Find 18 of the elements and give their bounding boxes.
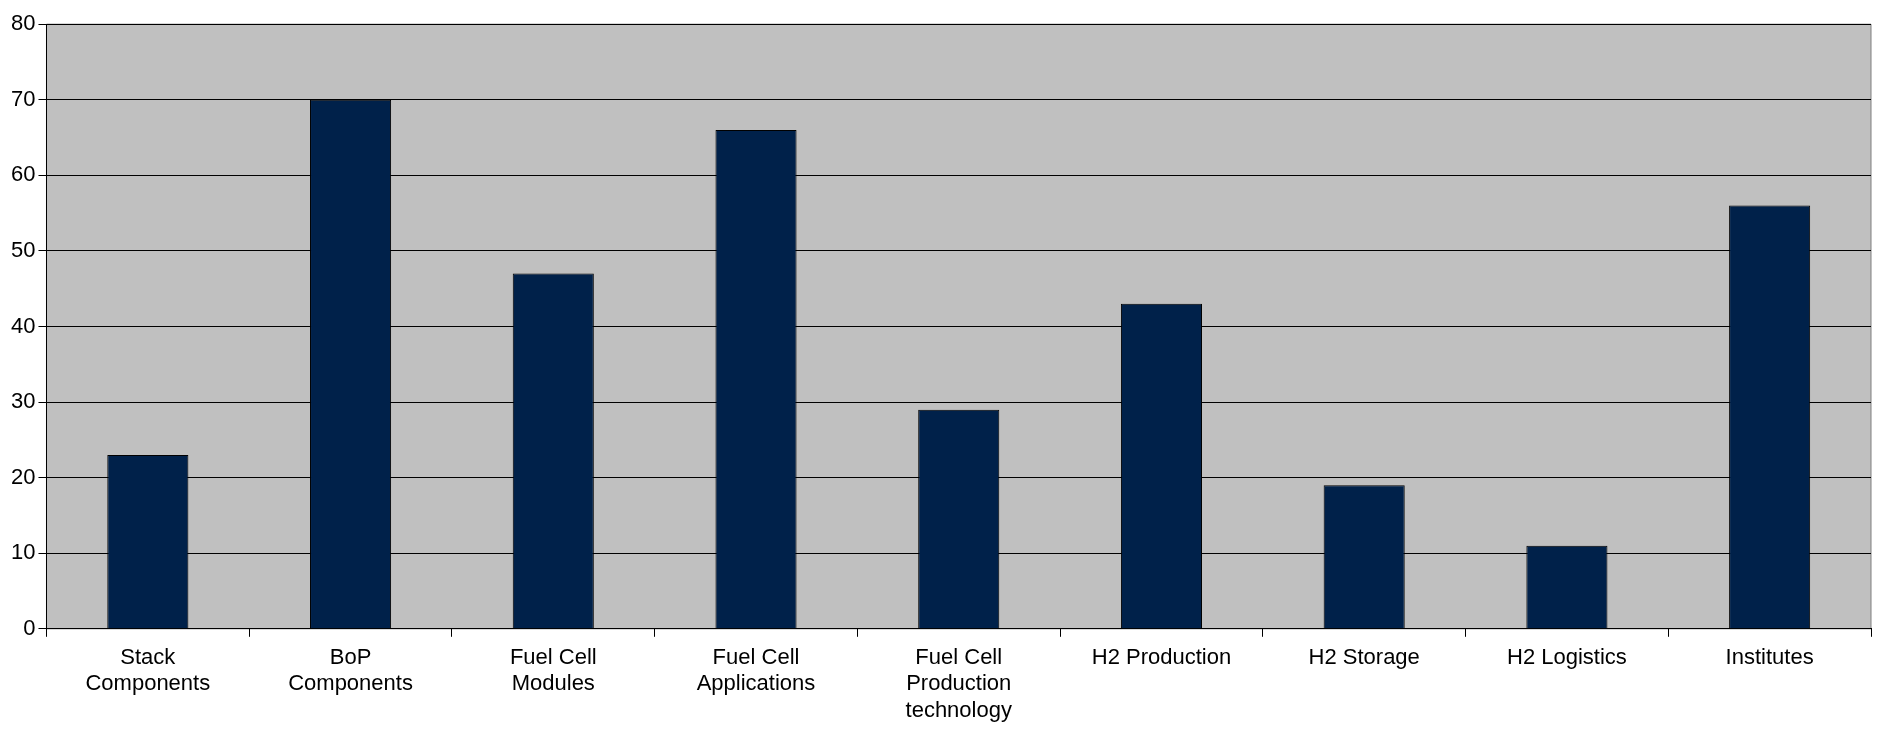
y-tick-label: 30 <box>10 388 36 414</box>
y-tick-label: 80 <box>10 10 36 36</box>
y-tick-label: 70 <box>10 85 36 111</box>
y-tick-label: 50 <box>10 236 36 262</box>
y-tick-label: 20 <box>10 463 36 489</box>
x-tick-label: H2 Production <box>1091 644 1232 670</box>
x-tick-label: Fuel Cell Production technology <box>905 644 1012 722</box>
x-tick-label: Fuel Cell Applications <box>696 644 816 696</box>
x-tick-label: Stack Components <box>85 644 211 696</box>
x-tick-label: Institutes <box>1725 644 1814 670</box>
y-tick-label: 60 <box>10 161 36 187</box>
y-tick-label: 0 <box>23 614 36 640</box>
y-tick-label: 10 <box>10 539 36 565</box>
x-tick-label: BoP Components <box>288 644 413 696</box>
x-tick-label: Fuel Cell Modules <box>509 644 597 696</box>
x-tick-label: H2 Logistics <box>1506 644 1627 670</box>
y-tick-label: 40 <box>10 312 36 338</box>
x-tick-label: H2 Storage <box>1308 644 1420 670</box>
